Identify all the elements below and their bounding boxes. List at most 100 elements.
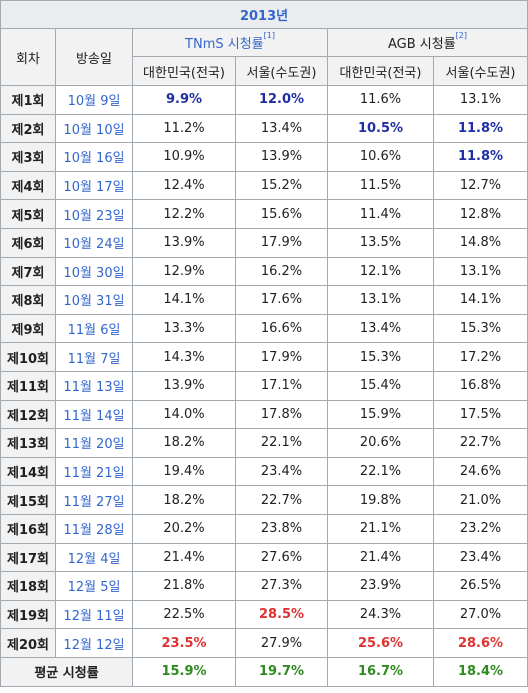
date-link[interactable]: 10월 24일	[55, 227, 133, 258]
table-row: 제15회 11월 27일 18.2% 22.7% 19.8% 21.0%	[0, 485, 528, 515]
tnms-national-cell: 18.2%	[132, 428, 236, 458]
tnms-seoul-cell: 17.6%	[235, 285, 328, 315]
agb-national-cell: 25.6%	[327, 628, 434, 658]
tnms-seoul-cell: 16.2%	[235, 256, 328, 287]
col-episode-header: 회차	[0, 28, 56, 86]
average-label: 평균 시청률	[0, 656, 133, 687]
agb-national-cell: 21.4%	[327, 542, 434, 573]
agb-ref[interactable]: [2]	[455, 31, 468, 40]
agb-national-cell: 12.1%	[327, 256, 434, 287]
date-link[interactable]: 12월 4일	[55, 542, 133, 573]
col-date-header: 방송일	[55, 28, 133, 86]
agb-national-cell: 21.1%	[327, 513, 434, 544]
table-row: 제16회 11월 28일 20.2% 23.8% 21.1% 23.2%	[0, 513, 528, 544]
agb-national-cell: 11.6%	[327, 85, 434, 115]
date-link[interactable]: 10월 16일	[55, 142, 133, 172]
tnms-national-cell: 23.5%	[132, 628, 236, 658]
tnms-seoul-cell: 27.3%	[235, 571, 328, 601]
tnms-national-cell: 20.2%	[132, 513, 236, 544]
agb-seoul-cell: 17.2%	[432, 342, 528, 372]
table-row: 제7회 10월 30일 12.9% 16.2% 12.1% 13.1%	[0, 256, 528, 287]
average-tnms-seoul: 19.7%	[235, 656, 328, 687]
date-link[interactable]: 10월 10일	[55, 113, 133, 144]
episode-cell: 제18회	[0, 571, 56, 601]
date-link[interactable]: 12월 5일	[55, 571, 133, 601]
date-link[interactable]: 11월 21일	[55, 456, 133, 487]
agb-national-cell: 10.5%	[327, 113, 434, 144]
agb-seoul-cell: 14.1%	[432, 285, 528, 315]
tnms-national-cell: 13.9%	[132, 370, 236, 401]
table-row: 제17회 12월 4일 21.4% 27.6% 21.4% 23.4%	[0, 542, 528, 573]
episode-cell: 제8회	[0, 285, 56, 315]
date-link[interactable]: 11월 14일	[55, 399, 133, 430]
tnms-national-cell: 12.9%	[132, 256, 236, 287]
agb-seoul-cell: 28.6%	[432, 628, 528, 658]
episode-cell: 제4회	[0, 170, 56, 201]
agb-seoul-cell: 12.7%	[432, 170, 528, 201]
table-row: 제12회 11월 14일 14.0% 17.8% 15.9% 17.5%	[0, 399, 528, 430]
tnms-seoul-cell: 13.9%	[235, 142, 328, 172]
agb-seoul-cell: 14.8%	[432, 227, 528, 258]
table-row: 제20회 12월 12일 23.5% 27.9% 25.6% 28.6%	[0, 628, 528, 658]
agb-seoul-cell: 11.8%	[432, 142, 528, 172]
tnms-national-cell: 22.5%	[132, 599, 236, 630]
tnms-national-cell: 12.4%	[132, 170, 236, 201]
date-link[interactable]: 11월 13일	[55, 370, 133, 401]
date-link[interactable]: 10월 9일	[55, 85, 133, 115]
agb-label: AGB 시청률	[388, 37, 456, 52]
tnms-national-cell: 11.2%	[132, 113, 236, 144]
table-row: 제14회 11월 21일 19.4% 23.4% 22.1% 24.6%	[0, 456, 528, 487]
tnms-national-cell: 9.9%	[132, 85, 236, 115]
episode-cell: 제6회	[0, 227, 56, 258]
tnms-seoul-cell: 13.4%	[235, 113, 328, 144]
tnms-national-cell: 21.8%	[132, 571, 236, 601]
tnms-national-cell: 13.3%	[132, 313, 236, 344]
tnms-seoul-header: 서울(수도권)	[235, 56, 328, 86]
date-link[interactable]: 11월 20일	[55, 428, 133, 458]
date-link[interactable]: 12월 12일	[55, 628, 133, 658]
agb-seoul-cell: 15.3%	[432, 313, 528, 344]
tnms-national-cell: 14.3%	[132, 342, 236, 372]
tnms-seoul-cell: 17.9%	[235, 227, 328, 258]
episode-cell: 제9회	[0, 313, 56, 344]
date-link[interactable]: 12월 11일	[55, 599, 133, 630]
date-link[interactable]: 10월 31일	[55, 285, 133, 315]
agb-national-cell: 13.5%	[327, 227, 434, 258]
date-link[interactable]: 10월 17일	[55, 170, 133, 201]
table-row: 제19회 12월 11일 22.5% 28.5% 24.3% 27.0%	[0, 599, 528, 630]
episode-cell: 제13회	[0, 428, 56, 458]
tnms-national-cell: 13.9%	[132, 227, 236, 258]
date-link[interactable]: 11월 27일	[55, 485, 133, 515]
agb-national-cell: 20.6%	[327, 428, 434, 458]
average-agb-national: 16.7%	[327, 656, 434, 687]
date-link[interactable]: 10월 23일	[55, 199, 133, 229]
table-row: 제3회 10월 16일 10.9% 13.9% 10.6% 11.8%	[0, 142, 528, 172]
tnms-label[interactable]: TNmS 시청률	[185, 37, 264, 52]
tnms-national-cell: 12.2%	[132, 199, 236, 229]
tnms-national-cell: 19.4%	[132, 456, 236, 487]
agb-seoul-cell: 24.6%	[432, 456, 528, 487]
episode-cell: 제19회	[0, 599, 56, 630]
agb-national-cell: 15.4%	[327, 370, 434, 401]
tnms-seoul-cell: 27.9%	[235, 628, 328, 658]
agb-seoul-cell: 22.7%	[432, 428, 528, 458]
agb-seoul-cell: 17.5%	[432, 399, 528, 430]
date-link[interactable]: 11월 7일	[55, 342, 133, 372]
episode-cell: 제16회	[0, 513, 56, 544]
date-link[interactable]: 11월 28일	[55, 513, 133, 544]
agb-national-cell: 23.9%	[327, 571, 434, 601]
episode-cell: 제15회	[0, 485, 56, 515]
table-row: 제6회 10월 24일 13.9% 17.9% 13.5% 14.8%	[0, 227, 528, 258]
agb-seoul-cell: 21.0%	[432, 485, 528, 515]
tnms-national-cell: 18.2%	[132, 485, 236, 515]
date-link[interactable]: 10월 30일	[55, 256, 133, 287]
tnms-national-cell: 14.0%	[132, 399, 236, 430]
tnms-national-cell: 10.9%	[132, 142, 236, 172]
date-link[interactable]: 11월 6일	[55, 313, 133, 344]
tnms-ref[interactable]: [1]	[263, 31, 275, 40]
table-row: 제8회 10월 31일 14.1% 17.6% 13.1% 14.1%	[0, 285, 528, 315]
agb-seoul-header: 서울(수도권)	[432, 56, 528, 86]
tnms-seoul-cell: 23.8%	[235, 513, 328, 544]
agb-national-cell: 15.9%	[327, 399, 434, 430]
